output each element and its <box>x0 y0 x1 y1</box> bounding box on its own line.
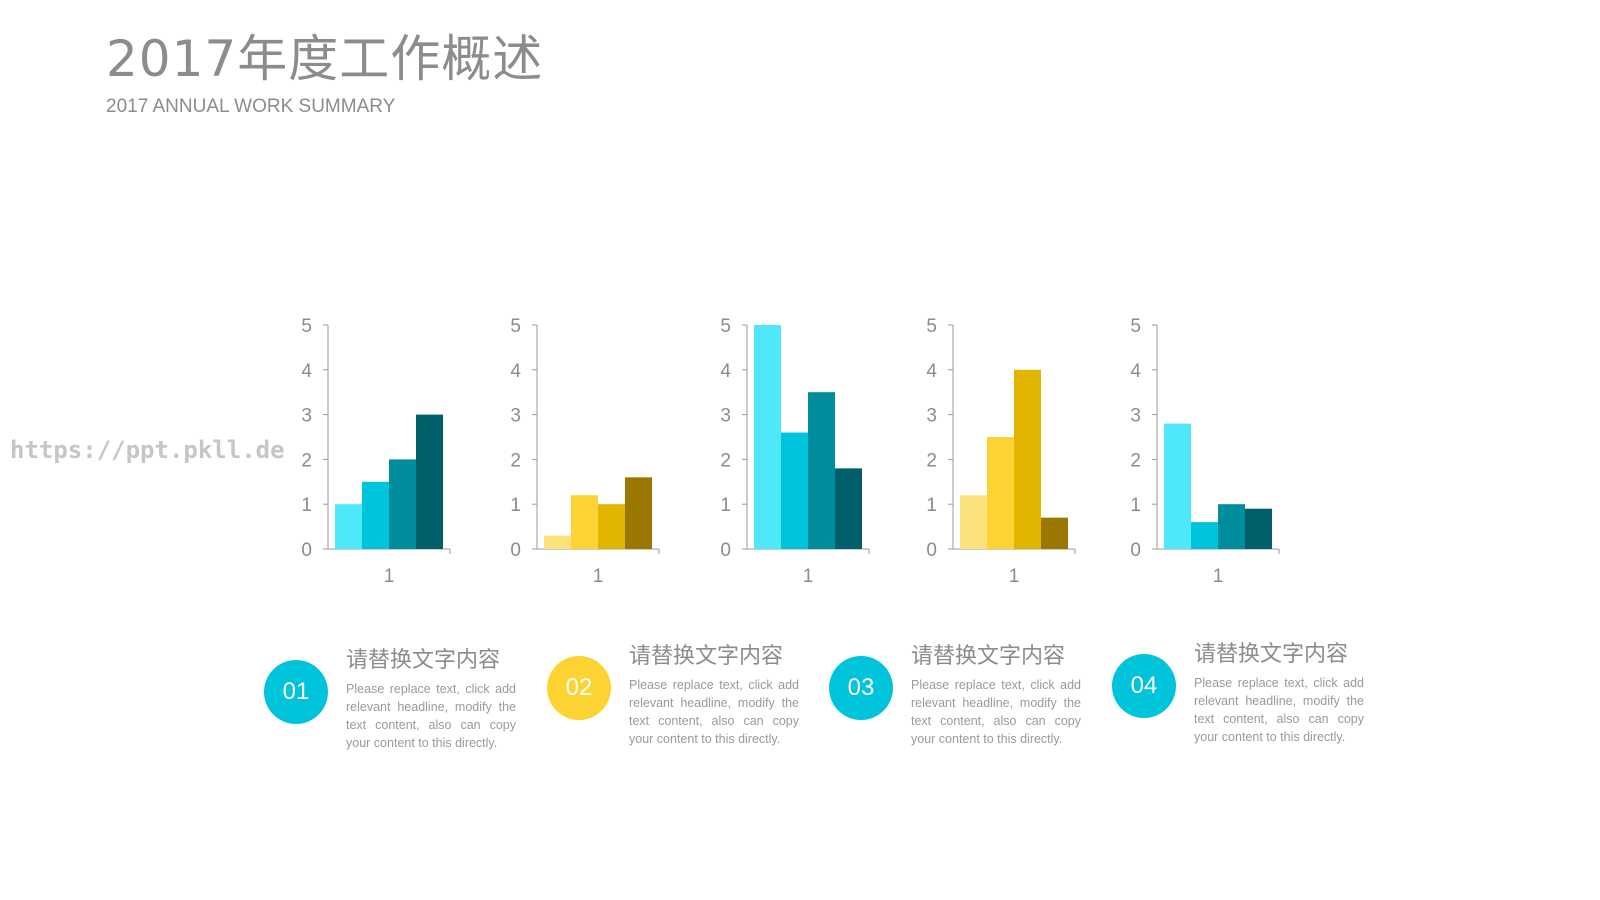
item-heading: 请替换文字内容 <box>346 648 501 673</box>
bar-1-2 <box>362 481 389 549</box>
item-body: Please replace text, click add relevant … <box>1194 676 1364 744</box>
bar-5-4 <box>1245 508 1272 549</box>
x-category-label: 1 <box>1009 566 1020 587</box>
y-tick-label: 3 <box>1130 406 1141 427</box>
number-badge: 04 <box>1112 654 1176 718</box>
bar-5-1 <box>1164 423 1191 549</box>
y-tick-label: 2 <box>1130 450 1141 471</box>
item-body: Please replace text, click add relevant … <box>346 682 516 750</box>
bar-2-1 <box>544 535 571 549</box>
bar-chart-1: 0 1 2 3 4 5 1 <box>301 316 451 587</box>
bar-chart-3: 0 1 2 3 4 5 1 <box>720 316 870 587</box>
y-tick-label: 4 <box>926 361 937 382</box>
y-tick-label: 1 <box>720 495 731 516</box>
info-item-01: 01 请替换文字内容 Please replace text, click ad… <box>264 642 524 762</box>
page-subtitle: 2017 ANNUAL WORK SUMMARY <box>106 96 396 117</box>
bar-4-1 <box>960 495 987 549</box>
item-heading: 请替换文字内容 <box>1194 642 1349 667</box>
y-tick-label: 0 <box>510 540 521 561</box>
bar-4-2 <box>987 437 1014 549</box>
y-tick-label: 1 <box>301 495 312 516</box>
y-tick-label: 1 <box>510 495 521 516</box>
bar-chart-2: 0 1 2 3 4 5 1 <box>510 316 660 587</box>
bar-3-4 <box>835 468 862 549</box>
bar-2-2 <box>571 495 598 549</box>
y-tick-label: 4 <box>720 361 731 382</box>
y-tick-label: 5 <box>1130 316 1141 337</box>
info-item-03: 03 请替换文字内容 Please replace text, click ad… <box>829 638 1089 758</box>
bar-3-3 <box>808 392 835 549</box>
number-badge: 03 <box>829 656 893 720</box>
y-tick-label: 5 <box>926 316 937 337</box>
bar-2-3 <box>598 504 625 549</box>
y-tick-label: 3 <box>926 406 937 427</box>
y-tick-label: 2 <box>720 450 731 471</box>
number-badge: 02 <box>547 656 611 720</box>
item-heading: 请替换文字内容 <box>911 644 1066 669</box>
item-body: Please replace text, click add relevant … <box>911 678 1081 746</box>
y-tick-label: 4 <box>510 361 521 382</box>
y-tick-label: 0 <box>301 540 312 561</box>
bar-4-4 <box>1041 517 1068 549</box>
bar-3-2 <box>781 432 808 549</box>
bar-5-3 <box>1218 504 1245 549</box>
y-tick-label: 2 <box>926 450 937 471</box>
page-title: 2017年度工作概述 <box>106 30 544 88</box>
bar-5-2 <box>1191 522 1218 549</box>
x-category-label: 1 <box>803 566 814 587</box>
y-tick-label: 3 <box>510 406 521 427</box>
bar-4-3 <box>1014 369 1041 549</box>
y-tick-label: 4 <box>1130 361 1141 382</box>
y-tick-label: 0 <box>720 540 731 561</box>
bar-3-1 <box>754 325 781 549</box>
bar-2-4 <box>625 477 652 549</box>
x-category-label: 1 <box>384 566 395 587</box>
y-tick-label: 5 <box>720 316 731 337</box>
number-badge: 01 <box>264 660 328 724</box>
watermark-url: https://ppt.pkll.de <box>10 436 285 464</box>
bar-chart-4: 0 1 2 3 4 5 1 <box>926 316 1076 587</box>
y-tick-label: 4 <box>301 361 312 382</box>
y-tick-label: 2 <box>510 450 521 471</box>
y-tick-label: 1 <box>1130 495 1141 516</box>
bar-1-4 <box>416 414 443 549</box>
y-tick-label: 1 <box>926 495 937 516</box>
y-tick-label: 5 <box>510 316 521 337</box>
x-category-label: 1 <box>593 566 604 587</box>
y-tick-label: 5 <box>301 316 312 337</box>
item-heading: 请替换文字内容 <box>629 644 784 669</box>
bar-chart-5: 0 1 2 3 4 5 1 <box>1130 316 1280 587</box>
y-tick-label: 0 <box>926 540 937 561</box>
y-tick-label: 3 <box>720 406 731 427</box>
x-category-label: 1 <box>1213 566 1224 587</box>
item-body: Please replace text, click add relevant … <box>629 678 799 746</box>
y-tick-label: 0 <box>1130 540 1141 561</box>
info-item-02: 02 请替换文字内容 Please replace text, click ad… <box>547 638 807 758</box>
bar-1-3 <box>389 459 416 549</box>
bar-1-1 <box>335 504 362 549</box>
y-tick-label: 2 <box>301 450 312 471</box>
info-item-04: 04 请替换文字内容 Please replace text, click ad… <box>1112 636 1372 756</box>
y-tick-label: 3 <box>301 406 312 427</box>
